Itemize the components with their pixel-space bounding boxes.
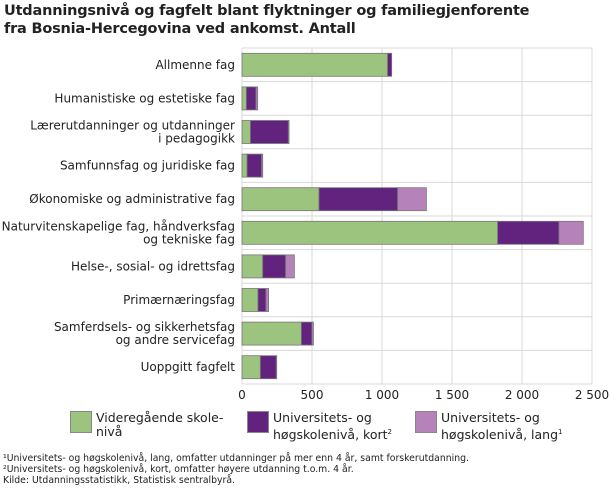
legend-swatch — [247, 411, 269, 433]
title-line-1: Utdanningsnivå og fagfelt blant flyktnin… — [4, 3, 530, 19]
category-label: Samfunnsfag og juridiske fag — [60, 159, 235, 173]
bar-segment — [262, 254, 287, 279]
bar-segment — [287, 120, 290, 144]
bar-segment — [249, 120, 289, 144]
category-label: Helse-, sosial- og idrettsfag — [71, 259, 235, 273]
bar-segment — [255, 86, 259, 111]
chart-title: Utdanningsnivå og fagfelt blant flyktnin… — [4, 2, 530, 38]
bar-segment — [241, 220, 499, 245]
bar-segment — [318, 187, 399, 212]
bar-segment — [241, 187, 320, 212]
bar-segment — [241, 120, 251, 144]
bar-segment — [241, 355, 261, 380]
category-label: Primærnæringsfag — [123, 293, 235, 307]
bar-segment — [387, 52, 393, 77]
bar-segment — [285, 254, 295, 279]
x-tick-label: 2 500 — [575, 388, 609, 402]
bar-segment — [246, 153, 262, 178]
bar-segment — [241, 254, 264, 279]
legend-label: Universitets- og høgskolenivå, lang1 — [441, 410, 563, 443]
category-label: Allmenne fag — [155, 58, 235, 72]
bar-segment — [558, 220, 584, 245]
x-tick-label: 0 — [238, 388, 246, 402]
legend-label: Universitets- og høgskolenivå, kort2 — [273, 410, 392, 443]
source-note: Kilde: Utdanningsstatistikk, Statistisk … — [3, 475, 235, 486]
legend-item: Videregående skole-nivå — [70, 411, 223, 439]
category-label: Uoppgitt fagfelt — [141, 360, 236, 374]
bar-segment — [397, 187, 427, 212]
bar-segment — [311, 321, 314, 346]
category-label: Økonomiske og administrative fag — [29, 192, 235, 206]
x-tick-label: 1 500 — [435, 388, 469, 402]
footnote-1: ¹Universitets- og høgskolenivå, lang, om… — [3, 453, 469, 464]
bar-segment — [265, 288, 270, 312]
category-label: Lærerutdanninger og utdanninger i pedagog… — [30, 119, 235, 146]
bar-segment — [241, 52, 389, 77]
bar-segment — [245, 86, 257, 111]
bar-segment — [241, 153, 248, 178]
legend-item: Universitets- og høgskolenivå, kort2 — [247, 411, 392, 442]
footnotes: ¹Universitets- og høgskolenivå, lang, om… — [3, 453, 469, 486]
bar-segment — [241, 321, 302, 346]
bar-segment — [497, 220, 560, 245]
x-tick-label: 2 000 — [505, 388, 539, 402]
bar-segment — [259, 355, 277, 380]
legend-swatch — [415, 411, 437, 433]
legend-label: Videregående skole-nivå — [96, 410, 224, 439]
legend-swatch — [70, 411, 92, 433]
bar-segment — [261, 153, 264, 178]
bar-segment — [257, 288, 267, 312]
footnote-2: ²Universitets- og høgskolenivå, kort, om… — [3, 464, 354, 475]
bar-segment — [241, 86, 247, 111]
x-tick-label: 500 — [301, 388, 324, 402]
category-label: Naturvitenskapelige fag, håndverksfag og … — [2, 219, 235, 246]
legend-item: Universitets- og høgskolenivå, lang1 — [415, 411, 562, 442]
x-tick-label: 1 000 — [365, 388, 399, 402]
bar-segment — [300, 321, 313, 346]
category-label: Humanistiske og estetiske fag — [54, 91, 235, 105]
title-line-2: fra Bosnia-Hercegovina ved ankomst. Anta… — [4, 21, 356, 37]
category-label: Samferdsels- og sikkerhetsfag og andre se… — [54, 320, 235, 347]
bar-segment — [241, 288, 259, 312]
